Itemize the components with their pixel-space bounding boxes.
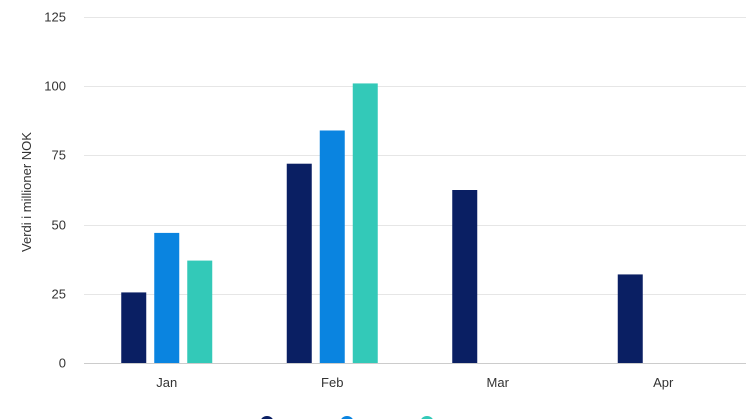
x-tick-label-jan: Jan xyxy=(156,375,177,390)
legend-item-2024[interactable]: 2024 xyxy=(260,416,308,419)
legend-label-2022: 2022 xyxy=(439,416,468,419)
y-axis-ticks: 0 25 50 75 100 125 xyxy=(44,10,66,371)
bar-2022-jan xyxy=(187,260,213,363)
bar-2024-feb xyxy=(286,163,312,363)
y-axis-title: Verdi i millioner NOK xyxy=(19,132,34,252)
y-tick-label-0: 0 xyxy=(59,356,66,371)
bar-2023-jan xyxy=(154,232,180,363)
bars xyxy=(121,83,643,363)
bar-2024-mar xyxy=(452,190,478,363)
y-tick-label-3: 75 xyxy=(52,148,66,163)
legend-swatch-2022 xyxy=(421,416,433,419)
bar-2024-apr xyxy=(617,274,643,363)
legend-swatch-2024 xyxy=(261,416,273,419)
bar-2024-jan xyxy=(121,292,147,363)
x-tick-label-mar: Mar xyxy=(487,375,510,390)
bar-2022-feb xyxy=(352,83,378,363)
x-axis-ticks: Jan Feb Mar Apr xyxy=(156,375,674,390)
x-tick-label-apr: Apr xyxy=(653,375,674,390)
legend: 2024 2023 2022 xyxy=(260,416,468,419)
gridlines xyxy=(84,17,746,295)
legend-item-2022[interactable]: 2022 xyxy=(420,416,468,419)
legend-label-2024: 2024 xyxy=(279,416,308,419)
bar-2023-feb xyxy=(319,130,345,363)
legend-item-2023[interactable]: 2023 xyxy=(340,416,388,419)
legend-label-2023: 2023 xyxy=(359,416,388,419)
y-tick-label-4: 100 xyxy=(44,79,66,94)
x-tick-label-feb: Feb xyxy=(321,375,343,390)
y-tick-label-5: 125 xyxy=(44,10,66,25)
y-tick-label-2: 50 xyxy=(52,218,66,233)
y-tick-label-1: 25 xyxy=(52,287,66,302)
legend-swatch-2023 xyxy=(341,416,353,419)
